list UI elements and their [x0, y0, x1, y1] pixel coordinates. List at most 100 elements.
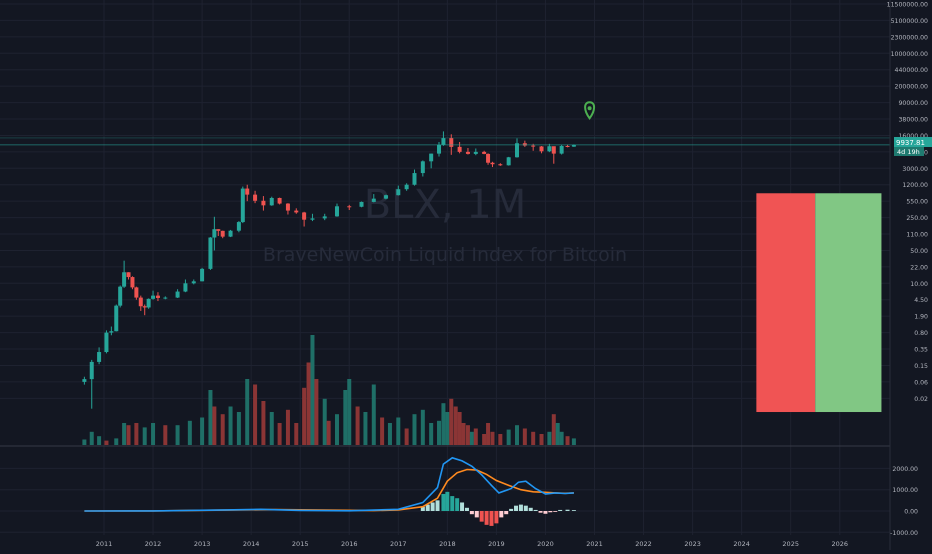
price-tick-label: 1200.00: [902, 182, 928, 189]
macd-histogram-bar: [553, 511, 558, 512]
macd-histogram-bar: [528, 507, 533, 511]
candle-up: [547, 146, 552, 152]
time-tick-label: 2017: [390, 540, 407, 548]
macd-histogram-bar: [523, 505, 528, 511]
countdown-badge: [894, 147, 924, 156]
volume-bar: [449, 398, 454, 445]
volume-bar: [531, 431, 536, 445]
candle-down: [245, 188, 250, 195]
volume-bar: [269, 412, 274, 445]
price-tick-label: 110.00: [906, 232, 928, 239]
candle-up: [515, 143, 520, 158]
last-price-value: 9937.81: [896, 139, 925, 147]
volume-bar: [97, 436, 102, 445]
time-tick-label: 2012: [145, 540, 162, 548]
price-tick-label: 3000.00: [902, 166, 928, 173]
candle-up: [437, 144, 442, 154]
macd-histogram-bar: [425, 504, 430, 511]
volume-bar: [445, 412, 450, 445]
volume-bar: [142, 427, 147, 445]
candle-up: [310, 218, 315, 220]
candle-down: [285, 203, 290, 211]
price-overlays: [0, 101, 890, 146]
macd-histogram-bar: [558, 509, 563, 511]
candle-down: [498, 164, 503, 166]
watermark-symbol: BLX, 1M: [364, 182, 527, 228]
time-tick-label: 2021: [586, 540, 603, 548]
candle-up: [191, 281, 196, 284]
macd-histogram-bar: [489, 511, 494, 526]
volume-bar: [457, 412, 462, 445]
candle-up: [146, 298, 151, 308]
candle-down: [134, 287, 139, 298]
volume-bar: [285, 409, 290, 445]
volume-bar: [220, 414, 225, 445]
candle-up: [200, 268, 205, 282]
price-tick-label: 5100000.00: [891, 18, 928, 25]
candle-down: [216, 229, 221, 231]
candle-up: [429, 153, 434, 162]
candle-down: [457, 146, 462, 152]
candle-down: [155, 295, 160, 298]
time-tick-label: 2019: [488, 540, 505, 548]
time-tick-label: 2024: [733, 540, 750, 548]
volume-bar: [473, 428, 478, 445]
macd-histogram-bar: [455, 498, 460, 511]
location-pin-icon[interactable]: [584, 101, 596, 120]
candle-up: [208, 237, 213, 269]
volume-bar: [429, 423, 434, 445]
time-tick-label: 2018: [439, 540, 456, 548]
candle-up: [109, 331, 114, 333]
time-tick-label: 2025: [782, 540, 799, 548]
macd-tick-label: 2000.00: [892, 466, 918, 473]
volume-bar: [539, 434, 544, 445]
volume-bar: [245, 379, 250, 445]
volume-bar: [310, 335, 315, 445]
price-tick-label: 4.50: [914, 297, 928, 304]
candle-up: [236, 222, 241, 231]
macd-tick-label: 1000.00: [892, 487, 918, 494]
candle-down: [142, 306, 147, 308]
macd-histogram-bar: [484, 511, 489, 525]
macd-histogram-bar: [509, 508, 514, 511]
bar-countdown: 4d 19h: [897, 148, 920, 156]
macd-axis[interactable]: 2000.00 1000.00 0.00 -1000.00: [890, 466, 918, 537]
volume-bar: [441, 403, 446, 445]
volume-bar: [343, 390, 348, 445]
volume-bar: [236, 412, 241, 445]
volume-bar: [228, 406, 233, 445]
volume-bar: [89, 431, 94, 445]
time-tick-label: 2022: [635, 540, 652, 548]
macd-histogram-bar: [460, 502, 465, 511]
macd-histogram-bar: [571, 510, 576, 511]
candle-up: [404, 184, 409, 190]
volume-bar: [437, 420, 442, 445]
price-tick-label: 0.06: [914, 379, 928, 386]
candle-down: [565, 146, 570, 148]
volume-bar: [208, 390, 213, 445]
volume-bar: [396, 417, 401, 445]
price-tick-label: 0.02: [914, 396, 928, 403]
candle-up: [473, 151, 478, 154]
candle-up: [228, 230, 233, 237]
volume-bar: [122, 423, 127, 445]
sell-zone: [756, 193, 816, 413]
candle-down: [449, 138, 454, 147]
time-tick-label: 2016: [341, 540, 358, 548]
candle-up: [322, 216, 327, 219]
macd-histogram-bar: [533, 509, 538, 511]
macd-histogram-bar: [565, 509, 570, 511]
price-tick-label: 90000.00: [898, 100, 928, 107]
volume-bars: [82, 335, 576, 445]
volume-bar: [306, 362, 311, 445]
candle-down: [522, 143, 527, 146]
volume-bar: [571, 438, 576, 445]
location-pin-dot: [587, 106, 592, 111]
candle-up: [122, 272, 127, 287]
candle-up: [240, 188, 245, 223]
time-axis[interactable]: 2011 2012 2013 2014 2015 2016 2017 2018 2019 2020…: [96, 540, 848, 548]
sell-buy-zones: [756, 193, 882, 413]
macd-histogram-bar: [441, 493, 446, 511]
